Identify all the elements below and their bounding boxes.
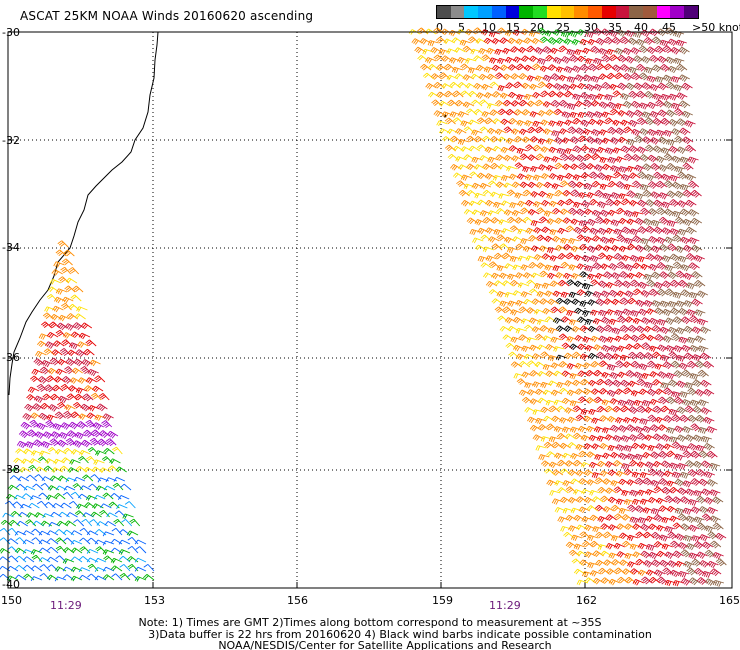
- lat-label-30: -30: [2, 26, 20, 39]
- legend-label: >50 knots: [692, 21, 740, 34]
- legend-label: 5: [458, 21, 465, 34]
- coastline: [8, 31, 447, 396]
- pass-time-east: 11:29: [489, 599, 521, 612]
- lat-label-40: -40: [2, 578, 20, 591]
- legend-swatch: [464, 6, 479, 18]
- lon-label-165: 165: [719, 594, 740, 607]
- map-frame: [7, 31, 733, 589]
- legend-label: 25: [556, 21, 570, 34]
- legend-swatch: [505, 6, 520, 18]
- lat-label-32: -32: [2, 134, 20, 147]
- lon-label-153: 153: [144, 594, 165, 607]
- legend-label: 15: [506, 21, 520, 34]
- legend-swatch: [546, 6, 561, 18]
- legend-color-bar: [436, 5, 699, 19]
- legend-swatch: [670, 6, 685, 18]
- legend-swatch: [519, 6, 534, 18]
- legend-swatch: [478, 6, 492, 18]
- map-title: ASCAT 25KM NOAA Winds 20160620 ascending: [20, 9, 314, 23]
- legend-swatch: [450, 6, 465, 18]
- legend-swatch: [629, 6, 644, 18]
- lon-label-159: 159: [432, 594, 453, 607]
- lat-label-36: -36: [2, 351, 20, 364]
- note-line-3: NOAA/NESDIS/Center for Satellite Applica…: [218, 639, 552, 650]
- legend-swatch: [533, 6, 547, 18]
- lon-label-156: 156: [287, 594, 308, 607]
- legend-swatch: [574, 6, 589, 18]
- legend-label: 0: [436, 21, 443, 34]
- swath-east: [408, 27, 727, 587]
- legend-swatch: [643, 6, 657, 18]
- lat-label-34: -34: [2, 241, 20, 254]
- legend-swatch: [615, 6, 630, 18]
- lon-label-162: 162: [576, 594, 597, 607]
- legend-swatch: [560, 6, 575, 18]
- legend-swatch: [437, 6, 451, 18]
- lat-label-38: -38: [2, 463, 20, 476]
- lon-label-150: 150: [1, 594, 22, 607]
- legend-swatch: [588, 6, 602, 18]
- note-line-2: 3)Data buffer is 22 hrs from 20160620 4)…: [148, 628, 652, 641]
- graticule-grid: [7, 31, 733, 589]
- swath-west: [0, 240, 155, 582]
- legend-swatch: [656, 6, 671, 18]
- legend-swatch: [491, 6, 506, 18]
- legend-swatch: [684, 6, 698, 18]
- legend-swatch: [601, 6, 616, 18]
- note-line-1: Note: 1) Times are GMT 2)Times along bot…: [138, 616, 602, 629]
- pass-time-west: 11:29: [50, 599, 82, 612]
